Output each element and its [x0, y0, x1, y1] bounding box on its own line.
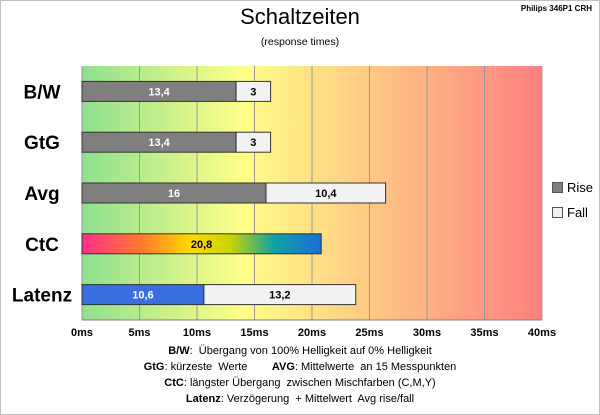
- notes: B/W: Übergang von 100% Helligkeit auf 0%…: [0, 343, 600, 407]
- note-ctc: CtC: längster Übergang zwischen Mischfar…: [164, 377, 436, 389]
- category-labels: B/W GtG Avg CtC Latenz: [12, 82, 72, 306]
- category-label: B/W: [24, 82, 61, 103]
- x-tick-label: 40ms: [528, 327, 556, 339]
- note-bw: B/W: Übergang von 100% Helligkeit auf 0%…: [168, 345, 432, 357]
- bar-fall: [235, 131, 272, 153]
- data-label: 13,2: [269, 290, 290, 302]
- x-tick-label: 35ms: [470, 327, 498, 339]
- data-label: 20,8: [191, 239, 212, 251]
- chart-title: Schaltzeiten: [240, 4, 360, 29]
- category-label: Latenz: [12, 286, 72, 307]
- category-label: Avg: [24, 184, 59, 205]
- x-tick-label: 15ms: [240, 327, 268, 339]
- bar-fall: [203, 284, 357, 306]
- legend-fall-swatch: [552, 207, 563, 218]
- legend-rise-label: Rise: [567, 180, 594, 195]
- x-tick-label: 5ms: [128, 327, 150, 339]
- data-label: 16: [168, 188, 180, 200]
- bar-fall: [235, 80, 272, 102]
- category-label: CtC: [25, 235, 59, 256]
- data-label: 3: [250, 86, 256, 98]
- legend-rise: Rise: [552, 180, 593, 195]
- note-gtg-avg: GtG: kürzeste Werte AVG: Mittelwerte an …: [143, 361, 457, 373]
- monitor-model-label: Philips 346P1 CRH: [520, 4, 592, 13]
- x-tick-label: 10ms: [183, 327, 211, 339]
- note-latenz: Latenz: Verzögerung + Mittelwert Avg ris…: [185, 393, 415, 405]
- x-tick-label: 25ms: [355, 327, 383, 339]
- x-tick-label: 0ms: [71, 327, 93, 339]
- x-tick-labels: 0ms 5ms 10ms 15ms 20ms 25ms 30ms 35ms 40ms: [71, 327, 556, 339]
- legend-rise-swatch: [552, 182, 563, 193]
- data-label: 10,4: [315, 188, 337, 200]
- bar-fall: [265, 182, 387, 204]
- data-label: 13,4: [148, 86, 170, 98]
- x-tick-label: 20ms: [298, 327, 326, 339]
- chart-subtitle: (response times): [260, 36, 340, 48]
- legend-fall-label: Fall: [567, 205, 588, 220]
- category-label: GtG: [24, 133, 60, 154]
- data-label: 10,6: [132, 290, 153, 302]
- x-tick-label: 30ms: [413, 327, 441, 339]
- bar-ctc: [81, 233, 322, 255]
- data-label: 3: [250, 137, 256, 149]
- legend-fall: Fall: [552, 205, 588, 220]
- data-label: 13,4: [148, 137, 170, 149]
- bars: 13,4 3 13,4 3 16 10,4 20,8 10,6 13,2: [81, 80, 387, 306]
